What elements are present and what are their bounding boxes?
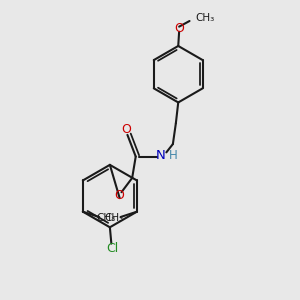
Text: Cl: Cl: [106, 242, 118, 256]
Text: CH₃: CH₃: [104, 213, 124, 223]
Text: CH₃: CH₃: [96, 213, 116, 223]
Text: O: O: [115, 189, 124, 202]
Text: H: H: [169, 149, 177, 162]
Text: O: O: [174, 22, 184, 34]
Text: CH₃: CH₃: [195, 13, 214, 23]
Text: N: N: [156, 149, 166, 162]
Text: O: O: [121, 123, 131, 136]
